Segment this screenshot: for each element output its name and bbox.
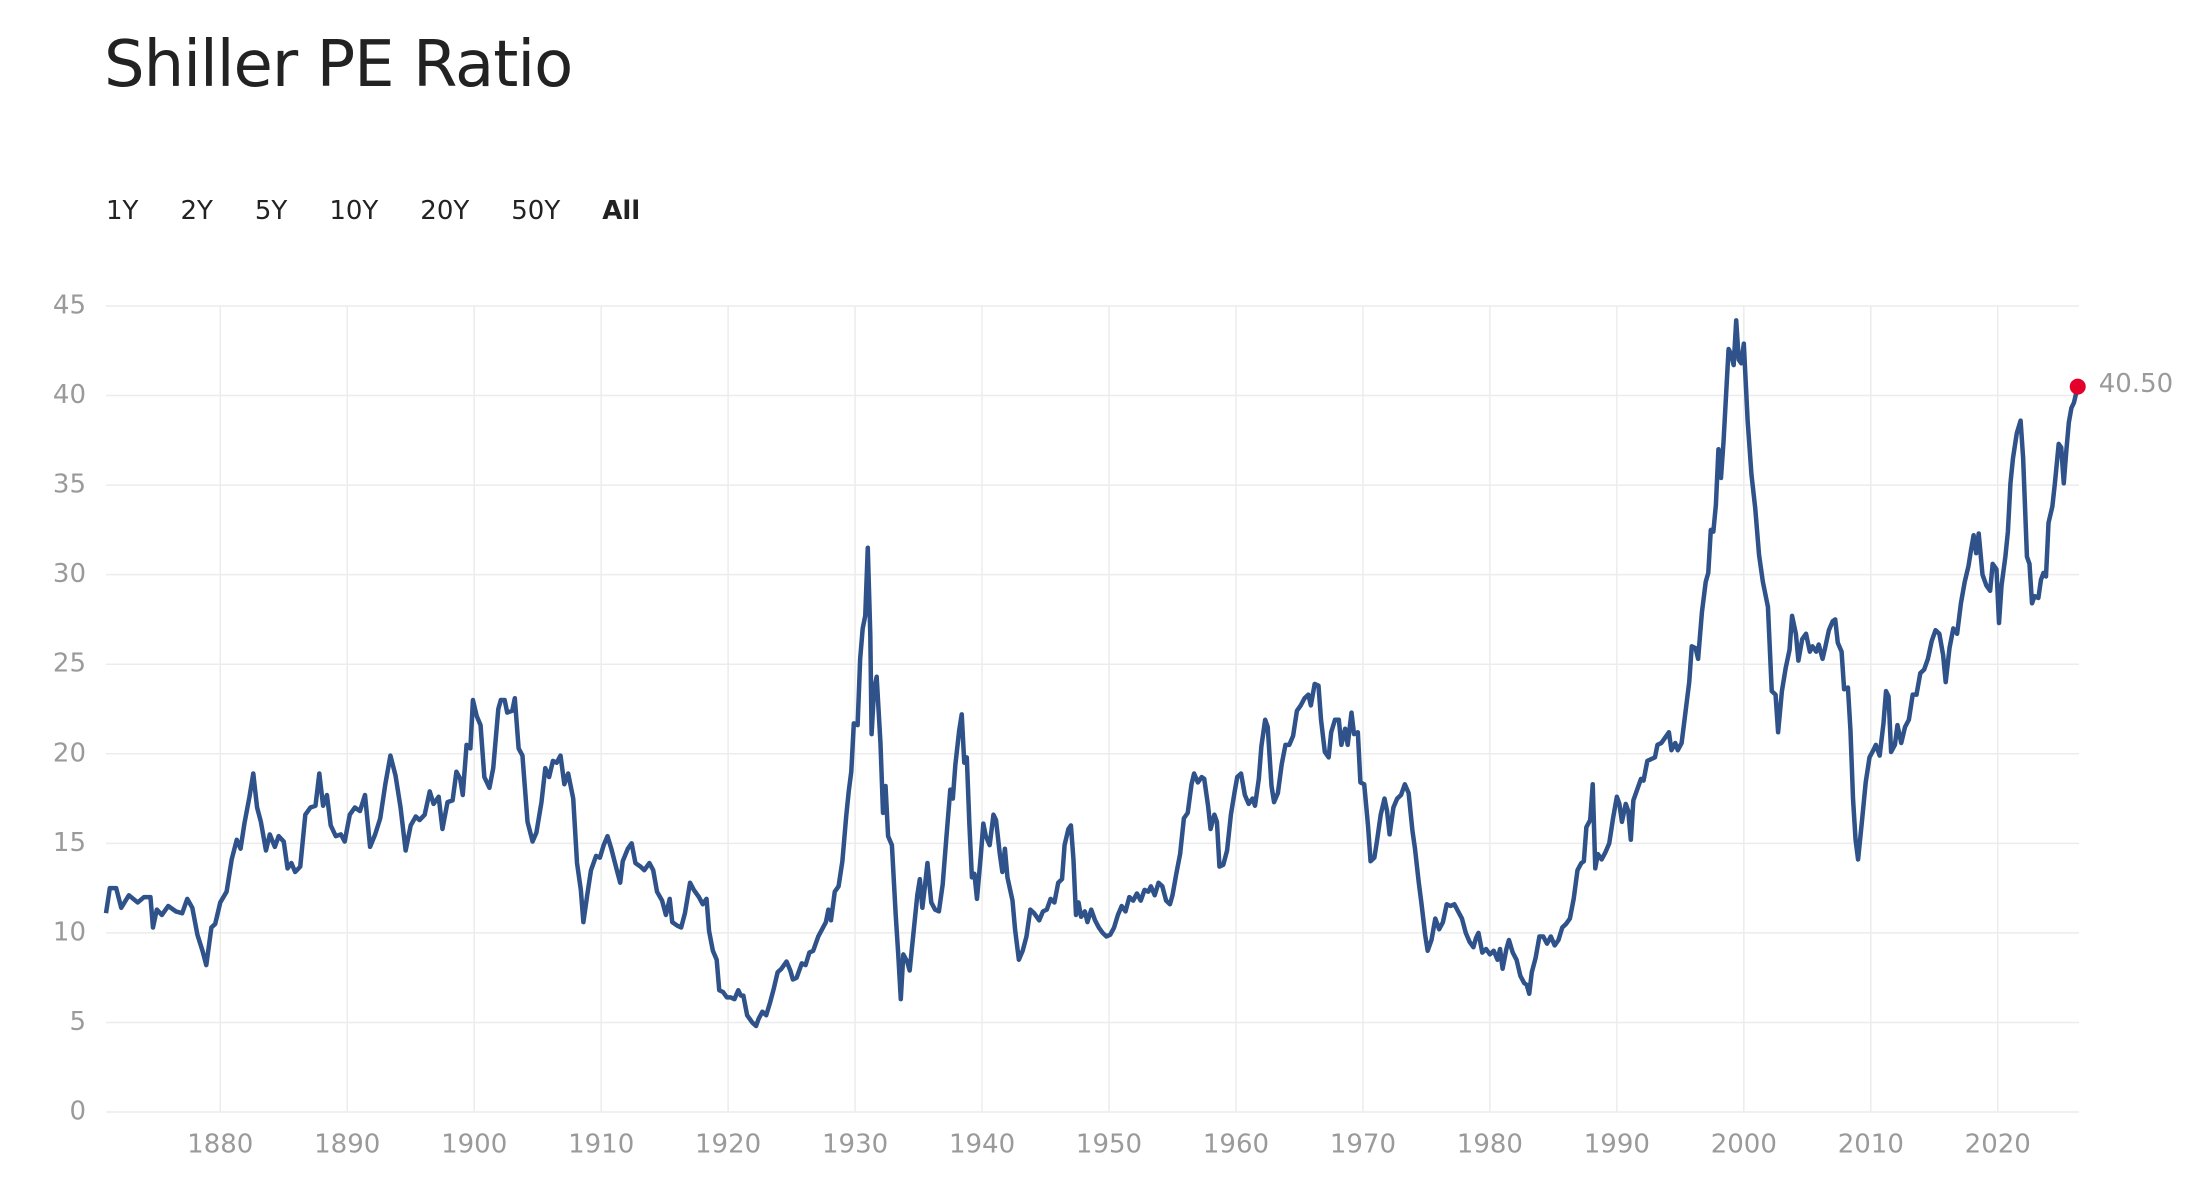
x-tick-label: 1960 xyxy=(1203,1130,1269,1160)
range-button[interactable]: All xyxy=(602,196,641,226)
x-tick-label: 1880 xyxy=(187,1130,253,1160)
x-tick-label: 2000 xyxy=(1711,1130,1777,1160)
x-tick-label: 1920 xyxy=(695,1130,761,1160)
end-point xyxy=(2069,378,2086,395)
y-tick-label: 20 xyxy=(53,738,86,768)
y-tick-label: 0 xyxy=(69,1097,86,1127)
x-tick-label: 1940 xyxy=(949,1130,1015,1160)
range-button[interactable]: 10Y xyxy=(329,196,379,226)
end-value-label: 40.50 xyxy=(2099,369,2173,399)
x-tick-label: 2010 xyxy=(1838,1130,1904,1160)
range-button[interactable]: 20Y xyxy=(420,196,470,226)
x-tick-label: 1930 xyxy=(822,1130,888,1160)
x-tick-label: 1970 xyxy=(1330,1130,1396,1160)
data-line xyxy=(103,318,2080,1029)
chart-title: Shiller PE Ratio xyxy=(104,28,573,102)
x-tick-label: 1990 xyxy=(1584,1130,1650,1160)
range-button[interactable]: 5Y xyxy=(254,196,288,226)
x-tick-label: 2020 xyxy=(1965,1130,2031,1160)
y-tick-label: 5 xyxy=(69,1007,86,1037)
y-tick-label: 15 xyxy=(53,828,86,858)
y-tick-label: 45 xyxy=(53,291,86,321)
y-tick-label: 10 xyxy=(53,917,86,947)
y-tick-label: 40 xyxy=(53,380,86,410)
x-tick-label: 1900 xyxy=(441,1130,507,1160)
y-tick-label: 35 xyxy=(53,470,86,500)
range-selector: 1Y 2Y 5Y 10Y 20Y 50Y All xyxy=(106,196,682,226)
range-button[interactable]: 50Y xyxy=(511,196,561,226)
x-tick-label: 1950 xyxy=(1076,1130,1142,1160)
x-tick-label: 1910 xyxy=(568,1130,634,1160)
y-tick-label: 25 xyxy=(53,649,86,679)
range-button[interactable]: 1Y xyxy=(106,196,139,226)
x-tick-label: 1980 xyxy=(1457,1130,1523,1160)
x-tick-label: 1890 xyxy=(314,1130,380,1160)
y-tick-label: 30 xyxy=(53,559,86,589)
range-button[interactable]: 2Y xyxy=(180,196,213,226)
